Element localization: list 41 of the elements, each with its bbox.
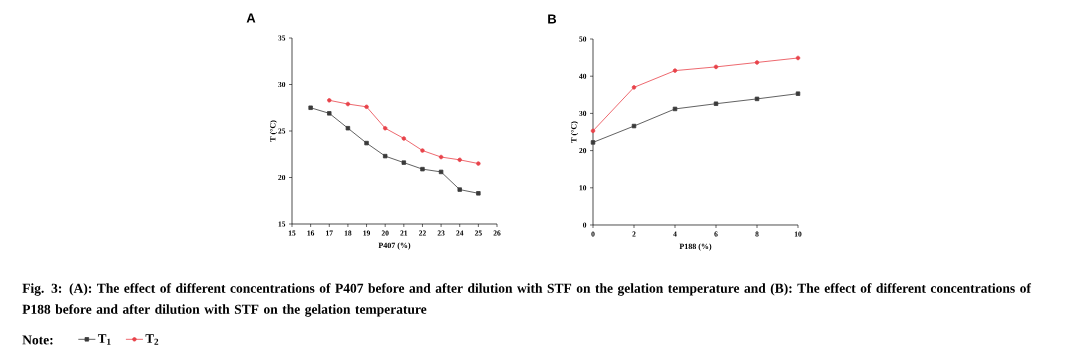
point — [476, 161, 481, 166]
point — [672, 68, 678, 73]
point — [364, 140, 369, 146]
point — [631, 85, 637, 90]
point — [345, 126, 351, 131]
chart-title: A — [246, 13, 256, 23]
x-axis-title: P188 (%) — [679, 243, 712, 251]
point — [713, 101, 719, 106]
caption: Fig. 3: (A): The effect of different concentrations of P407 before and after dilution with STF on the gelation temperature and (B): The effect of different concentrations of P188 before and after dilution with STF on the gelation temperature — [22, 283, 1032, 317]
point — [457, 157, 462, 163]
point — [590, 128, 596, 134]
chart-title: B — [548, 14, 557, 24]
point — [590, 140, 596, 145]
point — [382, 126, 388, 131]
legend-label: T$_{2}$ — [145, 334, 159, 345]
y-axis-title: T (°C) — [269, 120, 278, 142]
point — [327, 98, 332, 103]
point — [345, 101, 351, 107]
text: Note: — [22, 335, 53, 345]
point — [754, 60, 760, 65]
point — [795, 55, 801, 61]
point — [438, 169, 444, 175]
point — [631, 123, 637, 129]
point — [401, 160, 407, 165]
point — [795, 91, 801, 96]
point — [327, 111, 332, 116]
point — [308, 105, 313, 110]
point — [754, 96, 760, 102]
point — [713, 64, 719, 70]
y-axis-title: T (°C) — [570, 121, 579, 143]
point — [476, 191, 481, 196]
point — [401, 136, 407, 141]
point — [420, 148, 425, 153]
legend-label: T$_{1}$ — [97, 334, 111, 345]
point — [364, 104, 369, 110]
point — [382, 153, 388, 159]
point — [438, 154, 444, 160]
point — [420, 166, 425, 172]
point — [457, 187, 462, 192]
point — [672, 106, 678, 112]
x-axis-title: P407 (%) — [378, 242, 411, 250]
